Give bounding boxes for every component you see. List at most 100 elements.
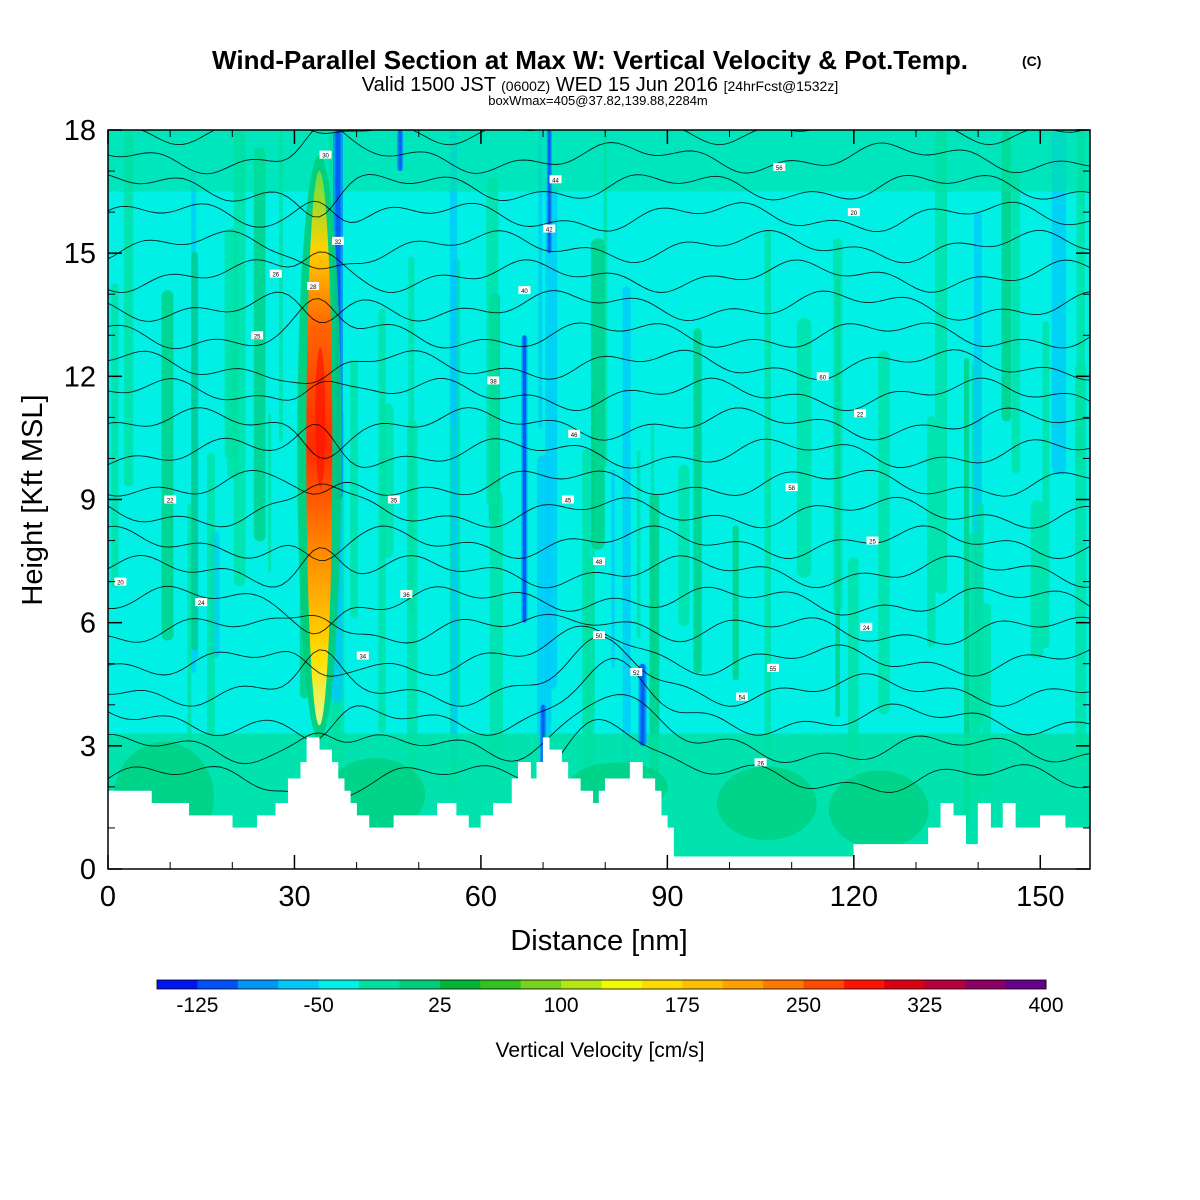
theta-label: 24 bbox=[860, 622, 873, 632]
field-streak bbox=[732, 525, 739, 681]
theta-contour-line bbox=[108, 423, 1090, 469]
theta-contour-line bbox=[108, 483, 1090, 529]
plot-area: 20 22 24 25 26 28 30 32 34 35 36 38 40 42 44 45 46 48 50 52… bbox=[108, 130, 1090, 869]
theta-label-bg bbox=[331, 236, 344, 245]
y-tick-label: 6 bbox=[80, 608, 96, 640]
y-tick-label: 0 bbox=[80, 854, 96, 886]
colorbar-swatch bbox=[682, 980, 724, 989]
field-streak bbox=[489, 490, 503, 755]
colorbar-tick-label: -125 bbox=[176, 994, 218, 1017]
theta-label: 38 bbox=[487, 376, 500, 385]
colorbar-swatch bbox=[884, 980, 926, 989]
colorbar-swatch bbox=[843, 980, 885, 989]
theta-label-bg bbox=[866, 536, 879, 545]
theta-contour-line bbox=[108, 547, 1090, 589]
field-streak bbox=[350, 359, 359, 619]
colorbar-swatch bbox=[237, 980, 279, 989]
chart-title: Wind-Parallel Section at Max W: Vertical… bbox=[212, 45, 968, 75]
field-streak bbox=[1042, 321, 1050, 649]
theta-label: 20 bbox=[114, 577, 127, 587]
theta-label-text: 45 bbox=[565, 499, 572, 505]
theta-contour-line bbox=[108, 290, 1090, 324]
theta-label-text: 48 bbox=[596, 560, 603, 566]
colorbar-swatch bbox=[359, 980, 400, 989]
field-streak bbox=[976, 502, 984, 727]
theta-label-bg bbox=[356, 651, 369, 660]
theta-label-text: 28 bbox=[310, 285, 317, 291]
theta-label: 55 bbox=[767, 663, 780, 673]
theta-label: 58 bbox=[785, 483, 798, 492]
theta-label-text: 26 bbox=[272, 273, 279, 279]
x-tick-label: 60 bbox=[465, 881, 497, 913]
field-streak bbox=[927, 416, 936, 648]
colorbar-frame bbox=[156, 979, 1047, 990]
colorbar-swatch bbox=[278, 980, 320, 989]
colorbar-swatch bbox=[318, 980, 360, 989]
theta-contour-line bbox=[108, 625, 1090, 677]
field-streak bbox=[964, 358, 970, 827]
theta-label-text: 22 bbox=[857, 412, 864, 418]
theta-contour-labels: 20 22 24 25 26 28 30 32 34 35 36 38 40 42 44 45 46 48 50 52… bbox=[114, 150, 879, 767]
field-streak bbox=[582, 448, 591, 827]
chart-subtitle: Valid 1500 JST (0600Z) WED 15 Jun 2016 [… bbox=[362, 74, 838, 96]
field-blob bbox=[828, 770, 929, 849]
field-streak bbox=[1030, 500, 1044, 659]
theta-label-bg bbox=[593, 630, 605, 639]
field-streak bbox=[935, 130, 948, 594]
theta-label: 40 bbox=[518, 286, 531, 295]
downdraft-core bbox=[398, 130, 402, 172]
x-tick-label: 90 bbox=[651, 881, 683, 913]
theta-label-bg bbox=[773, 162, 786, 171]
downdraft-core bbox=[640, 663, 645, 746]
theta-label: 45 bbox=[561, 495, 574, 505]
theta-label-bg bbox=[767, 663, 780, 672]
theta-label-text: 20 bbox=[117, 581, 124, 587]
colorbar-swatch bbox=[803, 980, 845, 989]
box-wmax-info: boxWmax=405@37.82,139.88,2284m bbox=[488, 93, 708, 108]
theta-label-text: 54 bbox=[739, 696, 746, 702]
theta-label-text: 25 bbox=[869, 540, 876, 546]
theta-label-text: 24 bbox=[198, 601, 205, 607]
y-axis-label: Height [Kft MSL] bbox=[17, 394, 49, 605]
theta-label-bg bbox=[847, 208, 860, 217]
colorbar-tick-label: 250 bbox=[786, 994, 821, 1017]
field-streak bbox=[1051, 130, 1066, 475]
valid-time: Valid 1500 JST bbox=[362, 74, 496, 96]
theta-label: 25 bbox=[251, 331, 264, 340]
theta-label-bg bbox=[630, 667, 643, 676]
colorbar-tick-label: 100 bbox=[544, 994, 579, 1017]
colorbar-swatch bbox=[1005, 980, 1047, 989]
theta-label-text: 22 bbox=[167, 499, 174, 505]
theta-label-bg bbox=[854, 409, 867, 418]
colorbar-swatch bbox=[763, 980, 805, 989]
theta-label-bg bbox=[543, 224, 556, 233]
theta-label-text: 58 bbox=[788, 486, 795, 492]
field-streak bbox=[187, 503, 192, 752]
theta-label: 22 bbox=[164, 495, 177, 505]
colorbar-tick-label: 175 bbox=[665, 994, 700, 1017]
theta-contour-line bbox=[108, 407, 1090, 459]
field-streak bbox=[407, 420, 418, 803]
theta-label-bg bbox=[400, 589, 413, 598]
theta-contour-line bbox=[108, 229, 1090, 270]
theta-label-text: 38 bbox=[490, 379, 497, 385]
field-streak bbox=[622, 286, 631, 779]
theta-label-bg bbox=[164, 495, 177, 504]
theta-label-bg bbox=[518, 286, 531, 295]
colorbar-swatch bbox=[722, 980, 764, 989]
theta-contour-line bbox=[108, 469, 1090, 497]
theta-label: 52 bbox=[630, 667, 643, 677]
terrain-mask bbox=[108, 737, 1090, 869]
field-streak bbox=[847, 557, 859, 773]
colorbar-swatch bbox=[965, 980, 1007, 989]
theta-label-text: 55 bbox=[770, 667, 777, 673]
theta-label-text: 32 bbox=[335, 240, 342, 246]
theta-label: 26 bbox=[269, 269, 282, 279]
theta-contour-line bbox=[108, 613, 1090, 645]
y-tick-label: 15 bbox=[64, 238, 96, 270]
theta-label: 20 bbox=[847, 208, 860, 217]
updraft-peak bbox=[315, 347, 326, 488]
theta-label-text: 52 bbox=[633, 671, 640, 677]
colorbar-swatch bbox=[520, 980, 562, 989]
theta-label-text: 34 bbox=[359, 655, 366, 661]
